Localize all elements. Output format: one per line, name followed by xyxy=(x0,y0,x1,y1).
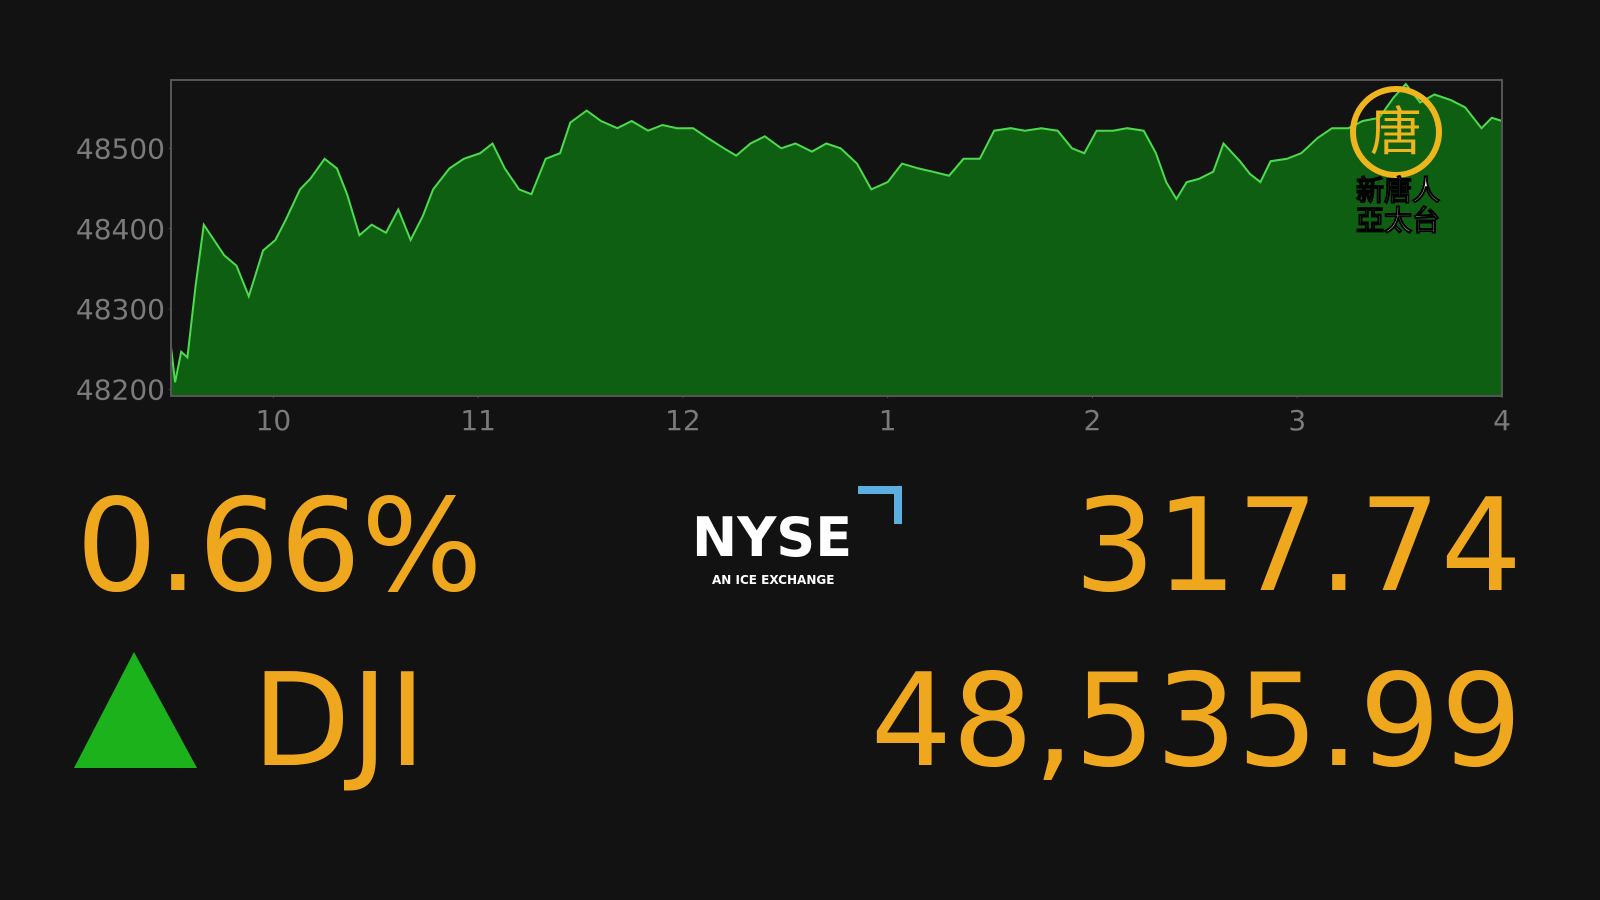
x-tick-label: 12 xyxy=(665,404,701,437)
watermark-line: 新唐人 xyxy=(1356,174,1440,207)
watermark-emblem-ring xyxy=(1350,86,1442,178)
up-arrow xyxy=(74,652,197,768)
logo-name: NYSE xyxy=(692,506,852,569)
watermark-line: 亞太台 xyxy=(1356,204,1440,237)
price: 48,535.99 xyxy=(871,647,1522,796)
line xyxy=(170,82,1503,383)
y-tick-label: 48200 xyxy=(76,374,165,407)
y-tick-label: 48400 xyxy=(76,213,165,246)
x-tick-label: 3 xyxy=(1288,404,1306,437)
y-tick-label: 48300 xyxy=(76,293,165,326)
change-percent: 0.66% xyxy=(76,472,483,621)
logo-bracket xyxy=(858,486,902,524)
symbol: DJI xyxy=(252,647,426,796)
plot-frame xyxy=(170,79,1503,397)
x-tick-label: 11 xyxy=(460,404,496,437)
area xyxy=(171,84,1502,396)
x-tick-label: 4 xyxy=(1493,404,1511,437)
x-tick-label: 1 xyxy=(879,404,897,437)
watermark-emblem: 唐 xyxy=(1370,103,1422,163)
y-tick-label: 48500 xyxy=(76,132,165,165)
logo-tagline: AN ICE EXCHANGE xyxy=(712,573,834,587)
x-tick-label: 2 xyxy=(1084,404,1102,437)
change-points: 317.74 xyxy=(1074,472,1522,621)
x-tick-label: 10 xyxy=(256,404,292,437)
